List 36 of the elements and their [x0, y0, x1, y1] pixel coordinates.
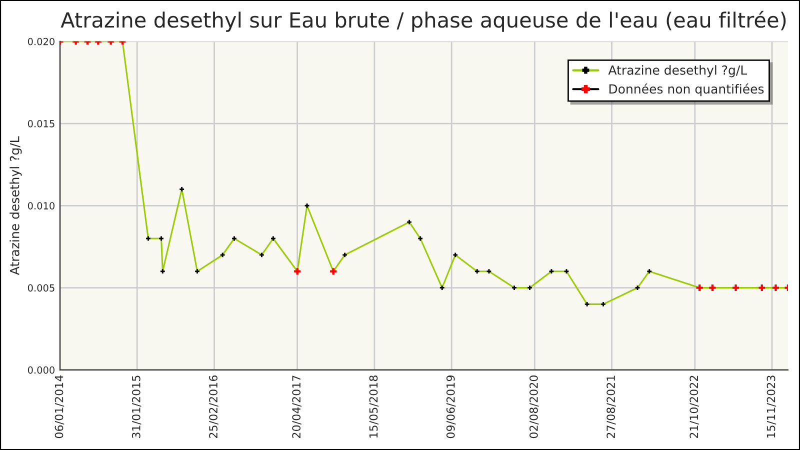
x-tick-label: 20/04/2017 [292, 376, 302, 438]
x-tick-label: 02/08/2020 [529, 376, 539, 438]
point [180, 187, 184, 192]
x-tick-label: 15/11/2023 [766, 376, 776, 438]
point [528, 286, 532, 290]
x-tick-label: 09/06/2019 [446, 376, 456, 438]
x-tick-label: 06/01/2014 [54, 375, 64, 438]
point [260, 252, 264, 258]
y-tick-label: 0.020 [28, 38, 54, 46]
point [584, 302, 590, 306]
point [549, 269, 554, 274]
point [440, 286, 444, 290]
y-tick-label: 0.015 [28, 120, 54, 128]
point [453, 252, 458, 258]
legend-label: Données non quantifiées [609, 84, 764, 96]
x-tick-label: 21/10/2022 [690, 376, 699, 438]
x-tick-label: 15/05/2018 [369, 376, 379, 438]
point [474, 269, 480, 274]
x-tick-label: 31/01/2015 [132, 376, 142, 438]
point [601, 302, 606, 306]
chart-title: Atrazine desethyl sur Eau brute / phase aqueuse de l'eau (eau filtrée) [60, 10, 786, 32]
point [647, 269, 652, 274]
x-tick-label: 25/02/2016 [209, 375, 218, 438]
point [512, 286, 516, 290]
point [407, 220, 412, 224]
point [195, 269, 200, 274]
point [160, 269, 165, 274]
point [220, 252, 225, 258]
point [342, 252, 347, 258]
x-tick-label: 27/08/2021 [606, 376, 616, 438]
y-axis-title: Atrazine desethyl ?g/L [10, 136, 22, 275]
y-tick-label: 0.005 [28, 284, 54, 292]
legend-label: Atrazine desethyl ?g/L [608, 65, 748, 78]
point [486, 269, 492, 274]
y-tick-label: 0.010 [28, 202, 54, 210]
y-tick-label: 0.000 [28, 366, 54, 374]
